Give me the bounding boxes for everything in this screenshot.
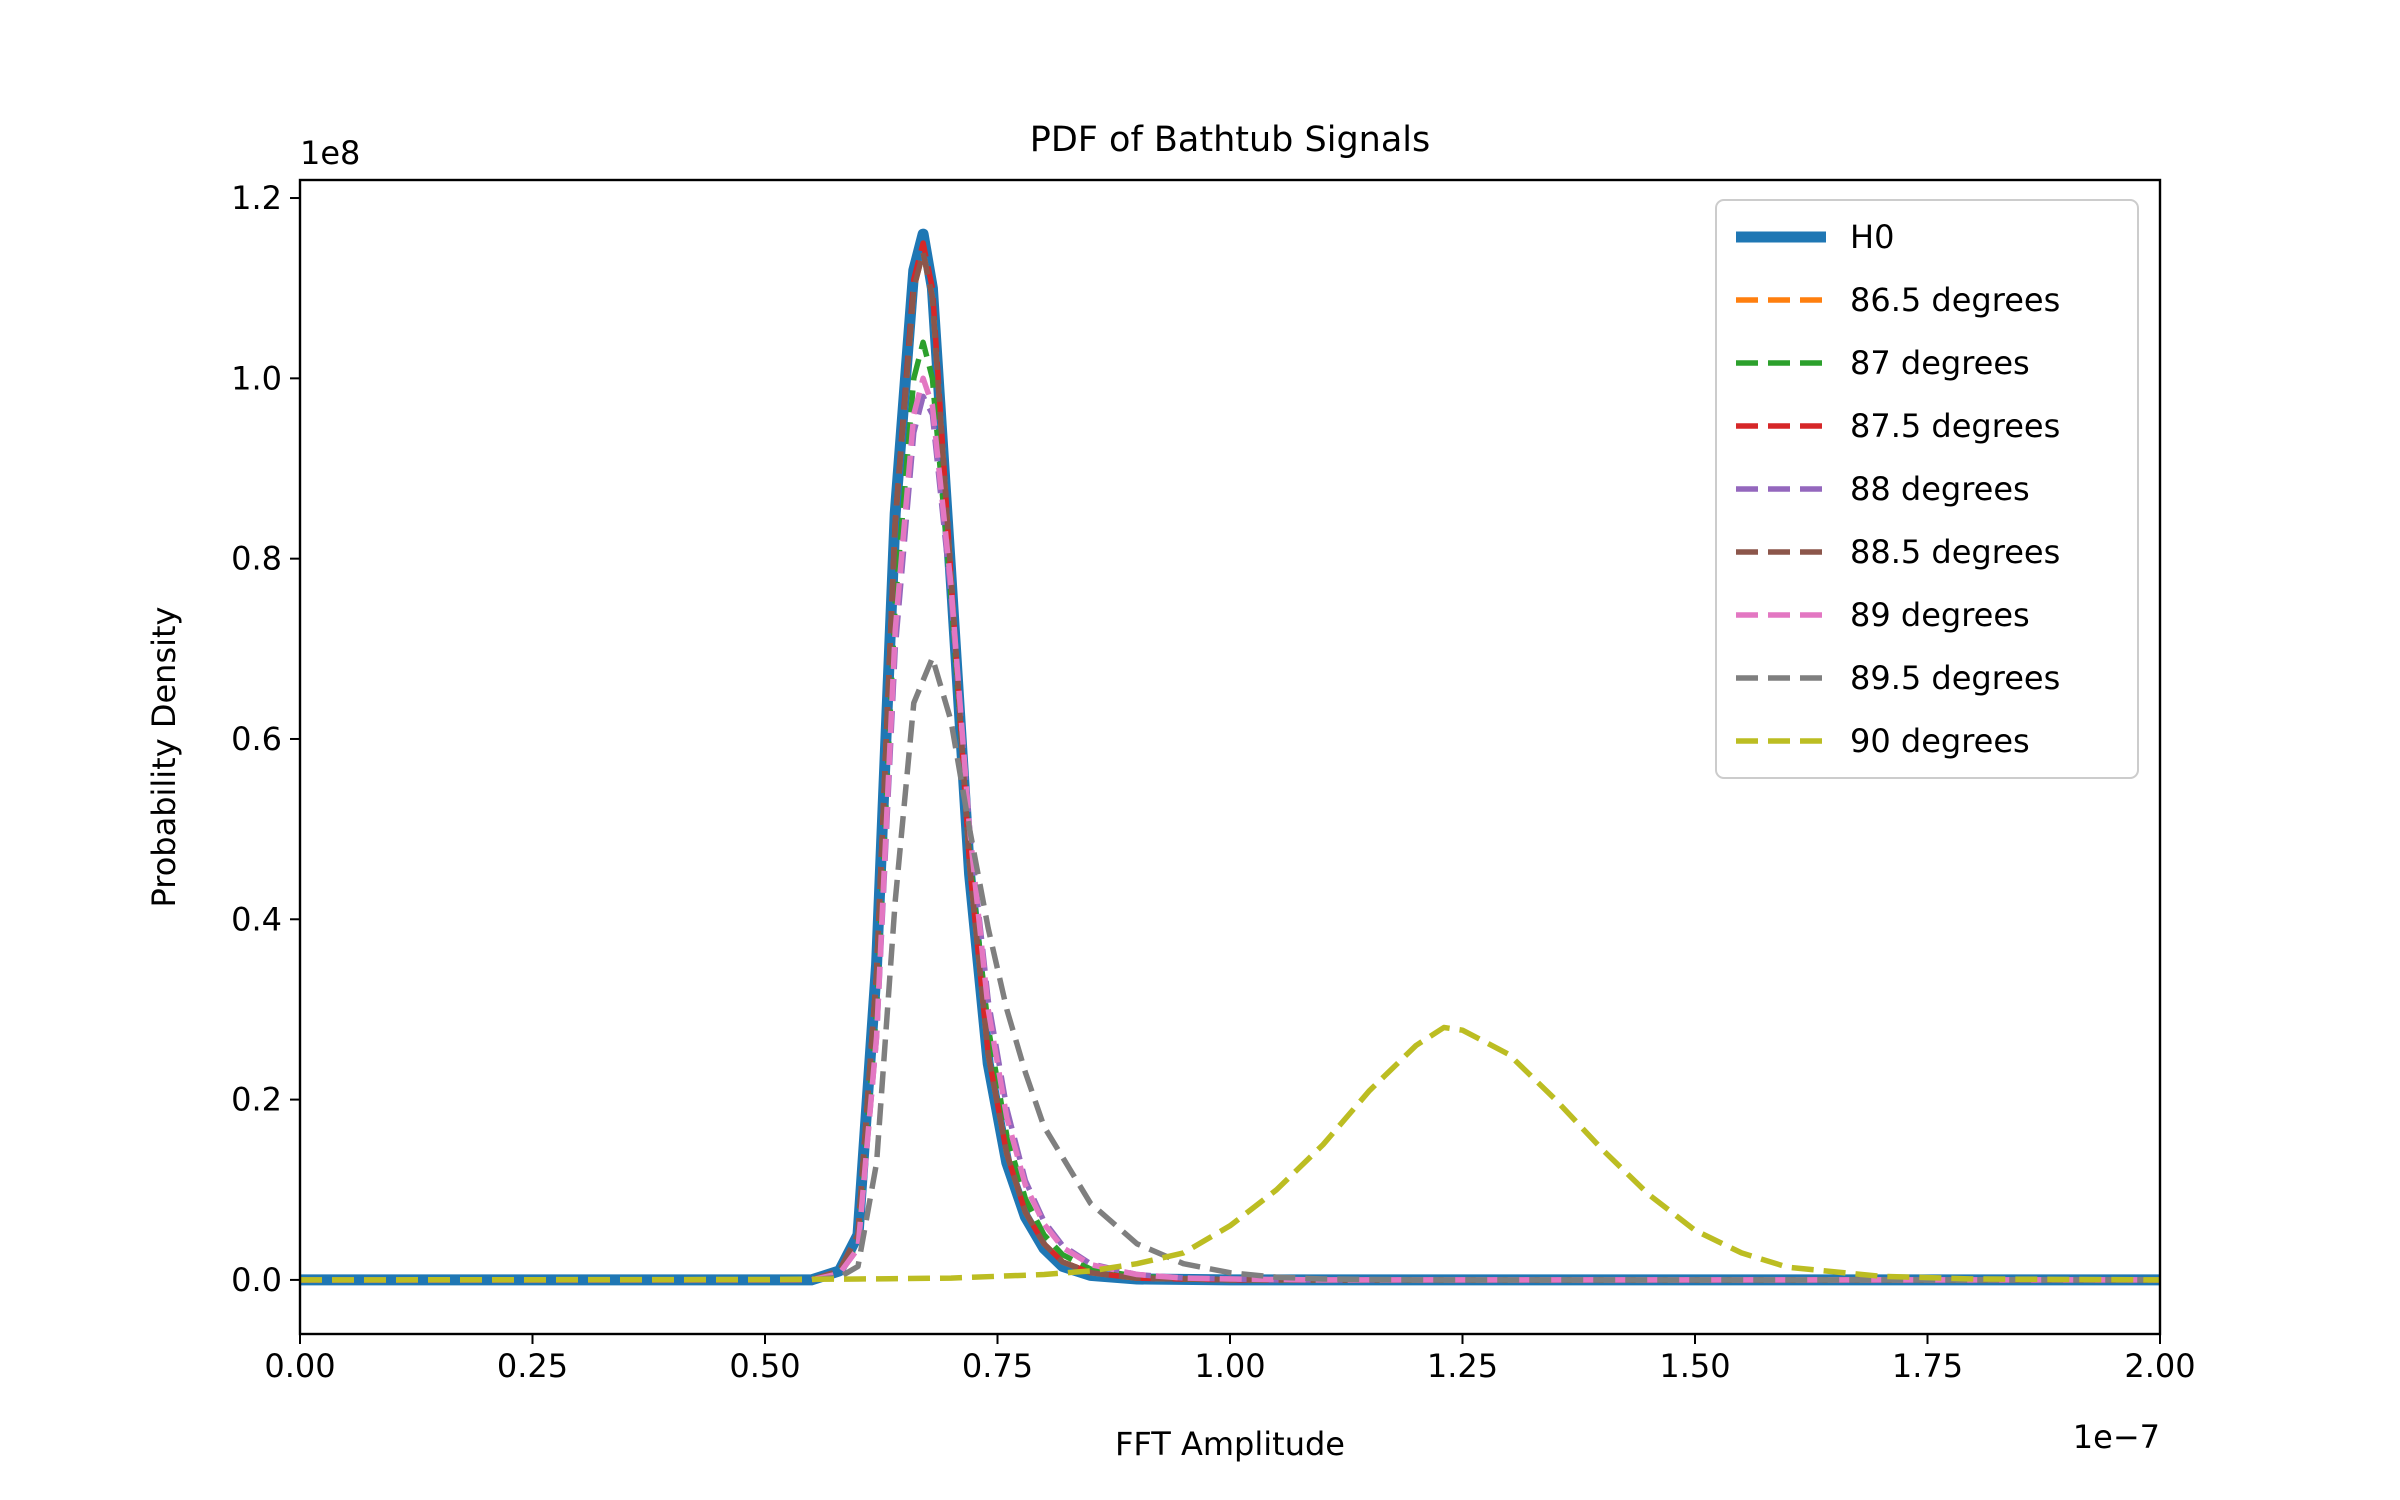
chart-title: PDF of Bathtub Signals bbox=[1030, 120, 1431, 160]
legend-label: H0 bbox=[1850, 218, 1894, 256]
x-offset-label: 1e−7 bbox=[2073, 1418, 2160, 1456]
y-tick-label: 0.8 bbox=[231, 540, 282, 578]
legend-label: 87.5 degrees bbox=[1850, 407, 2060, 445]
y-tick-label: 0.0 bbox=[231, 1261, 282, 1299]
legend-label: 89 degrees bbox=[1850, 596, 2030, 634]
x-tick-label: 0.50 bbox=[729, 1347, 800, 1385]
x-tick-label: 0.25 bbox=[497, 1347, 568, 1385]
legend-label: 86.5 degrees bbox=[1850, 281, 2060, 319]
x-tick-label: 1.00 bbox=[1194, 1347, 1265, 1385]
y-ticks: 0.0 0.2 0.4 0.6 0.8 1.0 1.2 bbox=[231, 179, 300, 1299]
legend-label: 87 degrees bbox=[1850, 344, 2030, 382]
legend-label: 89.5 degrees bbox=[1850, 659, 2060, 697]
x-tick-label: 0.00 bbox=[264, 1347, 335, 1385]
legend-box bbox=[1715, 199, 2139, 779]
y-tick-label: 0.4 bbox=[231, 900, 282, 938]
x-tick-label: 1.50 bbox=[1659, 1347, 1730, 1385]
y-tick-label: 0.6 bbox=[231, 720, 282, 758]
y-tick-label: 0.2 bbox=[231, 1081, 282, 1119]
series-layer bbox=[300, 228, 2160, 1286]
series-line-8 bbox=[300, 655, 2160, 1283]
y-axis-label: Probability Density bbox=[145, 607, 183, 908]
x-ticks: 0.00 0.25 0.50 0.75 1.00 1.25 1.50 1.75 2.00 bbox=[264, 1334, 2196, 1385]
x-tick-label: 1.75 bbox=[1892, 1347, 1963, 1385]
legend: H0 86.5 degrees 87 degrees 87.5 degrees 88 d… bbox=[1715, 199, 2139, 779]
x-tick-label: 2.00 bbox=[2124, 1347, 2195, 1385]
series-line-7 bbox=[300, 375, 2160, 1283]
x-axis-label: FFT Amplitude bbox=[1115, 1425, 1345, 1463]
y-tick-label: 1.2 bbox=[231, 179, 282, 217]
y-offset-label: 1e8 bbox=[300, 134, 360, 172]
series-line-9 bbox=[300, 1024, 2160, 1283]
x-tick-label: 1.25 bbox=[1427, 1347, 1498, 1385]
y-tick-label: 1.0 bbox=[231, 359, 282, 397]
x-tick-label: 0.75 bbox=[962, 1347, 1033, 1385]
series-line-6 bbox=[300, 249, 2160, 1283]
legend-label: 88 degrees bbox=[1850, 470, 2030, 508]
legend-label: 90 degrees bbox=[1850, 722, 2030, 760]
legend-label: 88.5 degrees bbox=[1850, 533, 2060, 571]
